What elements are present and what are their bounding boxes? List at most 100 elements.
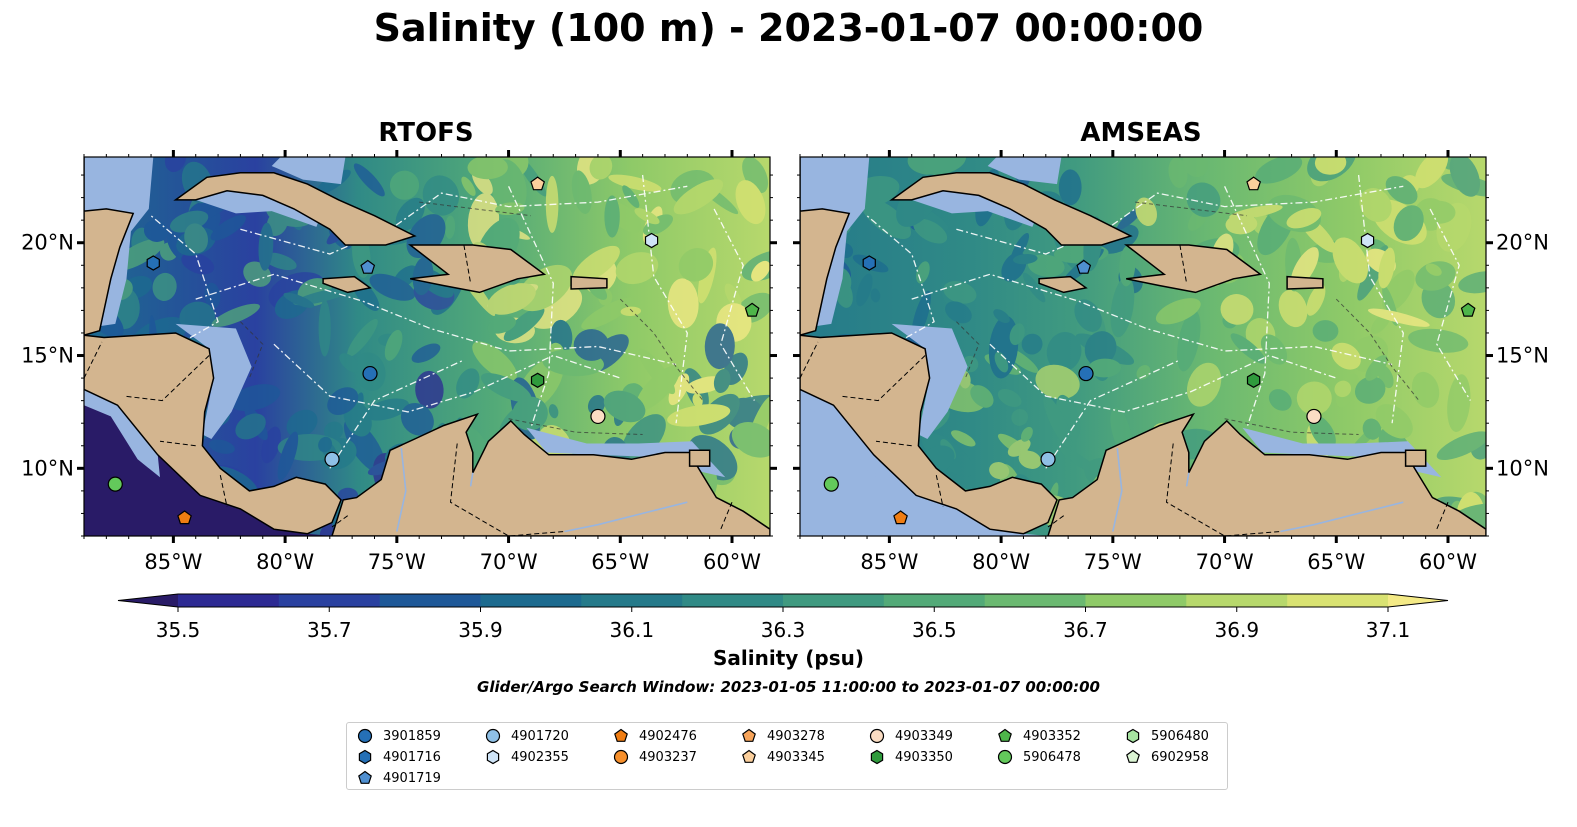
circle-marker-icon xyxy=(869,728,885,744)
pentagon-marker-icon xyxy=(742,749,756,763)
colorbar-segment xyxy=(379,594,482,607)
circle-marker-icon xyxy=(613,749,629,765)
lat-tick-label: 10°N xyxy=(1496,456,1549,480)
colorbar-tick-label: 36.5 xyxy=(912,618,957,642)
lon-tick-label: 65°W xyxy=(591,550,649,574)
observation-4902476 xyxy=(893,510,908,525)
rivers xyxy=(1112,447,1404,533)
colorbar-segment xyxy=(1186,594,1288,607)
lon-tick-label: 85°W xyxy=(144,550,202,574)
central-america-land xyxy=(84,332,342,535)
legend-item-5906480: 5906480 xyxy=(1125,726,1209,746)
legend-item-4902476: 4902476 xyxy=(613,726,697,746)
legend-item-label: 4902355 xyxy=(511,749,569,765)
yucatan-land xyxy=(800,157,851,336)
pentagon-marker-icon xyxy=(998,728,1012,742)
legend-item-label: 4901720 xyxy=(511,728,569,744)
observation-4903345 xyxy=(1246,176,1262,191)
pentagon-marker-icon xyxy=(614,728,628,742)
colorbar-segment xyxy=(984,594,1087,607)
lon-tick-label: 60°W xyxy=(1419,550,1477,574)
colorbar-segment xyxy=(682,594,784,607)
legend-item-label: 4901716 xyxy=(383,749,441,765)
hexagon-marker-icon xyxy=(1126,728,1140,744)
legend-item-4903352: 4903352 xyxy=(997,726,1081,746)
observation-4903349 xyxy=(1306,408,1322,425)
lon-tick-label: 75°W xyxy=(1084,550,1142,574)
pacific-shelf xyxy=(84,387,160,478)
legend-item-4903345: 4903345 xyxy=(741,747,825,767)
pentagon-marker-icon xyxy=(1126,749,1140,763)
panel-title-amseas: AMSEAS xyxy=(1080,118,1202,148)
axis-ticks xyxy=(77,150,777,543)
map-frame xyxy=(799,156,1487,537)
colorbar-tick-label: 35.5 xyxy=(156,618,201,642)
observation-4903345 xyxy=(530,176,546,191)
lon-tick-label: 60°W xyxy=(703,550,761,574)
observation-3901859 xyxy=(1078,365,1094,382)
legend-item-label: 3901859 xyxy=(383,728,441,744)
observation-markers xyxy=(823,176,1476,525)
legend-item-label: 4903237 xyxy=(639,749,697,765)
puerto-rico-land xyxy=(1286,275,1324,290)
bathymetry-contours xyxy=(956,201,1420,435)
float-legend: 3901859 4901716 4901719 4901720 4902355 49024… xyxy=(346,722,1228,790)
legend-item-label: 4902476 xyxy=(639,728,697,744)
colorbar-tick-label: 37.1 xyxy=(1366,618,1411,642)
cuba-land xyxy=(173,172,417,246)
legend-item-4901716: 4901716 xyxy=(357,747,441,767)
bathymetry-contours xyxy=(240,201,704,435)
observation-4903352 xyxy=(1460,302,1476,317)
hexagon-marker-icon xyxy=(1126,728,1140,744)
circle-marker-icon xyxy=(357,728,373,744)
lon-tick-label: 75°W xyxy=(368,550,426,574)
south-america-land xyxy=(331,412,770,536)
legend-item-label: 4901719 xyxy=(383,770,441,786)
pentagon-marker-icon xyxy=(358,770,372,784)
puerto-rico-land xyxy=(570,275,608,290)
colorbar-tick-label: 36.9 xyxy=(1215,618,1260,642)
legend-item-label: 4903349 xyxy=(895,728,953,744)
observation-4901719 xyxy=(1076,259,1092,274)
lat-tick-label: 15°N xyxy=(1496,344,1549,368)
panel-title-rtofs: RTOFS xyxy=(378,118,474,148)
legend-item-label: 4903278 xyxy=(767,728,825,744)
observation-5906478 xyxy=(107,476,123,492)
legend-item-4902355: 4902355 xyxy=(485,747,569,767)
pentagon-marker-icon xyxy=(1126,749,1140,763)
observation-4901716 xyxy=(146,255,160,271)
colorbar-tick-label: 36.7 xyxy=(1063,618,1108,642)
legend-item-4903350: 4903350 xyxy=(869,747,953,767)
legend-item-3901859: 3901859 xyxy=(357,726,441,746)
country-borders xyxy=(800,244,1449,536)
colorbar-segment xyxy=(581,594,683,607)
legend-item-label: 5906480 xyxy=(1151,728,1209,744)
colorbar-segment xyxy=(178,594,280,607)
observation-4903350 xyxy=(530,372,545,388)
legend-item-5906478: 5906478 xyxy=(997,747,1081,767)
legend-item-6902958: 6902958 xyxy=(1125,747,1209,767)
rivers xyxy=(396,447,688,533)
south-america-land xyxy=(1047,412,1486,536)
lon-tick-label: 80°W xyxy=(256,550,314,574)
circle-marker-icon xyxy=(613,749,629,765)
legend-item-label: 5906478 xyxy=(1023,749,1081,765)
observation-4903350 xyxy=(1246,372,1261,388)
observation-4901719 xyxy=(360,259,376,274)
lon-tick-label: 65°W xyxy=(1307,550,1365,574)
observation-4903349 xyxy=(590,408,606,425)
legend-item-4903278: 4903278 xyxy=(741,726,825,746)
map-frame xyxy=(83,156,771,537)
lat-tick-label: 15°N xyxy=(21,344,74,368)
lon-tick-label: 70°W xyxy=(480,550,538,574)
observation-markers xyxy=(107,176,760,525)
bahamas-bank xyxy=(987,157,1062,185)
observation-3901859 xyxy=(362,365,378,382)
hispaniola-land xyxy=(1123,244,1263,294)
hexagon-marker-icon xyxy=(358,749,372,765)
colorbar-segment xyxy=(278,594,381,607)
colorbar-under-extend xyxy=(118,594,178,607)
eez-boundaries xyxy=(150,174,755,469)
jamaica-land xyxy=(322,275,372,294)
